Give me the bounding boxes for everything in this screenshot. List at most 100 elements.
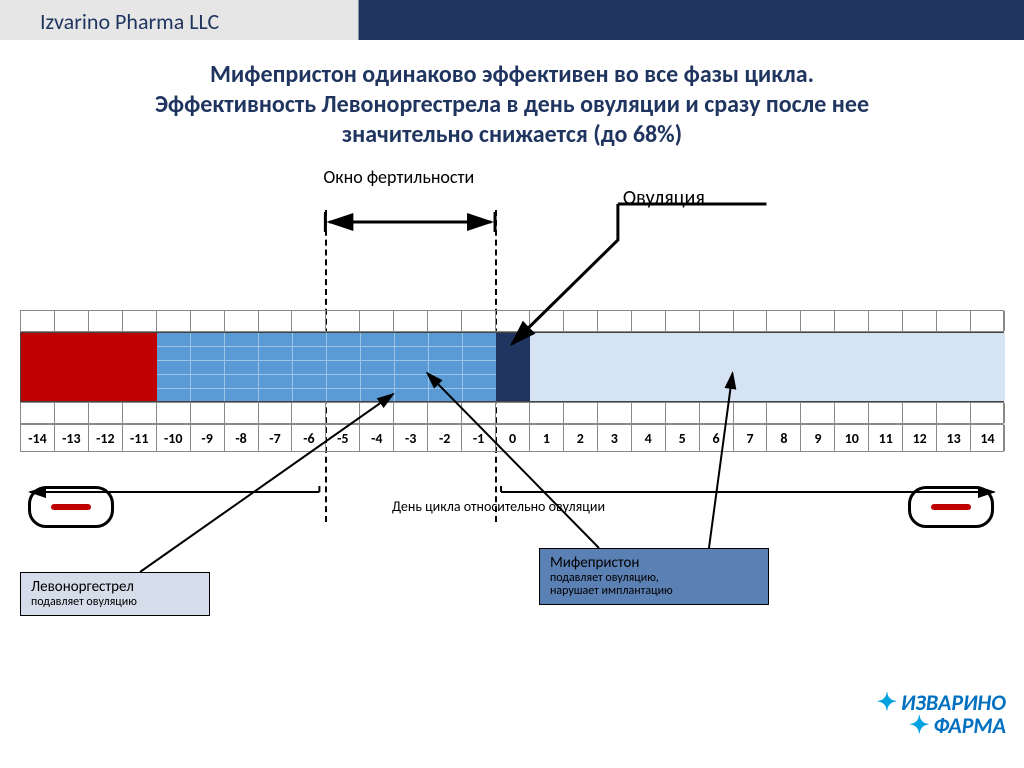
spacer-cell — [700, 403, 734, 423]
fertility-window-label: Окно фертильности — [323, 168, 474, 186]
day-cell: -14 — [21, 425, 55, 451]
spacer-cell — [598, 403, 632, 423]
day-cell: 14 — [971, 425, 1005, 451]
spacer-cell — [767, 311, 801, 331]
cycle-diagram: Окно фертильности Овуляция -14-13-12-11-… — [20, 200, 1004, 700]
spacer-cell — [123, 403, 157, 423]
title-line-2: Эффективность Левоноргестрела в день ову… — [155, 90, 869, 119]
phase-luteal — [530, 333, 1005, 401]
day-cell: -3 — [394, 425, 428, 451]
spacer-cell — [666, 311, 700, 331]
fertility-window-text: Окно фертильности — [323, 166, 474, 188]
company-logo: ✦ИЗВАРИНО ✦ФАРМА — [877, 692, 1006, 738]
timeline-spacer-top — [20, 310, 1004, 332]
timeline-phase-band — [20, 332, 1004, 402]
spacer-cell — [496, 403, 530, 423]
day-cell: -11 — [123, 425, 157, 451]
day-cell: -6 — [292, 425, 326, 451]
spacer-cell — [55, 403, 89, 423]
spacer-cell — [360, 311, 394, 331]
day-cell: 9 — [801, 425, 835, 451]
day-cell: 2 — [564, 425, 598, 451]
day-cell: -5 — [326, 425, 360, 451]
spacer-cell — [191, 311, 225, 331]
spacer-cell — [937, 311, 971, 331]
spacer-cell — [428, 311, 462, 331]
ovulation-text: Овуляция — [623, 186, 705, 210]
spacer-cell — [530, 311, 564, 331]
spacer-cell — [734, 403, 768, 423]
menses-marker-right — [908, 486, 994, 528]
logo-glyph-2: ✦ — [909, 715, 929, 738]
spacer-cell — [971, 311, 1005, 331]
day-cell: 0 — [496, 425, 530, 451]
day-cell: 6 — [700, 425, 734, 451]
day-cell: -7 — [259, 425, 293, 451]
spacer-cell — [225, 403, 259, 423]
spacer-cell — [360, 403, 394, 423]
day-cell: 8 — [767, 425, 801, 451]
spacer-cell — [259, 403, 293, 423]
axis-label: День цикла относительно овуляции — [392, 498, 605, 515]
spacer-cell — [394, 311, 428, 331]
spacer-cell — [971, 403, 1005, 423]
day-cell: -10 — [157, 425, 191, 451]
title-line-3: значительно снижается (до 68%) — [342, 120, 682, 149]
spacer-cell — [21, 311, 55, 331]
spacer-cell — [292, 403, 326, 423]
levonorgestrel-sub: подавляет овуляцию — [31, 596, 199, 609]
timeline-day-labels: -14-13-12-11-10-9-8-7-6-5-4-3-2-10123456… — [20, 424, 1004, 452]
day-cell: -12 — [89, 425, 123, 451]
spacer-cell — [157, 403, 191, 423]
slide-title: Мифепристон одинаково эффективен во все … — [0, 60, 1024, 150]
spacer-cell — [598, 311, 632, 331]
spacer-cell — [903, 311, 937, 331]
spacer-cell — [89, 311, 123, 331]
levonorgestrel-title: Левоноргестрел — [31, 579, 199, 596]
day-cell: -2 — [428, 425, 462, 451]
day-cell: 7 — [734, 425, 768, 451]
phase-menses — [21, 333, 157, 401]
day-cell: 5 — [666, 425, 700, 451]
title-line-1: Мифепристон одинаково эффективен во все … — [210, 60, 814, 89]
spacer-cell — [394, 403, 428, 423]
day-cell: -8 — [225, 425, 259, 451]
spacer-cell — [632, 311, 666, 331]
spacer-cell — [734, 311, 768, 331]
spacer-cell — [326, 403, 360, 423]
spacer-cell — [55, 311, 89, 331]
spacer-cell — [767, 403, 801, 423]
spacer-cell — [564, 311, 598, 331]
logo-glyph-1: ✦ — [877, 692, 897, 715]
spacer-cell — [123, 311, 157, 331]
day-cell: 4 — [632, 425, 666, 451]
day-cell: -9 — [191, 425, 225, 451]
spacer-cell — [632, 403, 666, 423]
day-cell: 10 — [835, 425, 869, 451]
day-cell: -13 — [55, 425, 89, 451]
spacer-cell — [666, 403, 700, 423]
spacer-cell — [564, 403, 598, 423]
ovulation-label: Овуляция — [623, 186, 705, 210]
axis-label-text: День цикла относительно овуляции — [392, 498, 605, 515]
company-name: Izvarino Pharma LLC — [40, 8, 219, 35]
day-cell: 13 — [937, 425, 971, 451]
spacer-cell — [835, 311, 869, 331]
spacer-cell — [869, 311, 903, 331]
day-cell: -1 — [462, 425, 496, 451]
timeline-spacer-bottom — [20, 402, 1004, 424]
spacer-cell — [869, 403, 903, 423]
mifepristone-sub: подавляет овуляцию,нарушает имплантацию — [550, 572, 758, 598]
spacer-cell — [191, 403, 225, 423]
spacer-cell — [835, 403, 869, 423]
menses-marker-left — [28, 486, 114, 528]
spacer-cell — [259, 311, 293, 331]
spacer-cell — [937, 403, 971, 423]
spacer-cell — [326, 311, 360, 331]
spacer-cell — [462, 311, 496, 331]
day-cell: 11 — [869, 425, 903, 451]
day-cell: 12 — [903, 425, 937, 451]
spacer-cell — [801, 403, 835, 423]
spacer-cell — [530, 403, 564, 423]
day-cell: -4 — [360, 425, 394, 451]
